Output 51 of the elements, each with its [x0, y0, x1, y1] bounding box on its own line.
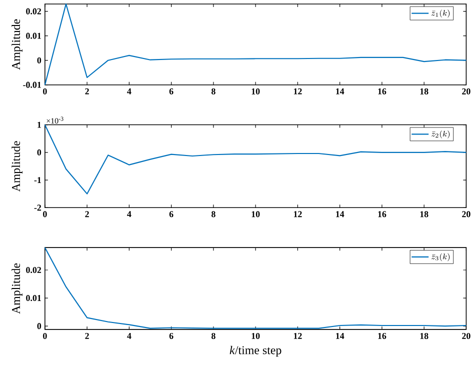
x-tick-label: 6	[169, 211, 174, 218]
x-tick-label: 18	[420, 210, 428, 218]
x-tick-label: 8	[212, 332, 216, 339]
x-tick-label: 14	[336, 332, 344, 339]
x-tick-label: 4	[127, 88, 132, 94]
x-tick-label: 16	[378, 88, 386, 94]
y-axis-title: Amplitude	[12, 140, 22, 192]
y-tick-label: 0.02	[26, 266, 42, 273]
x-tick-label: 4	[127, 210, 132, 217]
y-tick-label: 0.01	[26, 32, 41, 39]
y-tick-label: -2	[34, 204, 42, 210]
y-tick-label: 0.02	[26, 8, 42, 14]
y-tick-label: -0.01	[23, 82, 41, 88]
x-tick-label: 6	[169, 332, 174, 339]
x-tick-label: 0	[43, 332, 47, 339]
x-tick-label: 18	[420, 332, 428, 339]
x-tick-label: 14	[336, 210, 344, 217]
y-tick-label: 0.01	[26, 294, 41, 301]
x-tick-label: 20	[462, 88, 470, 94]
x-tick-label: 0	[43, 88, 47, 94]
x-tick-label: 2	[85, 332, 89, 339]
x-tick-label: 18	[420, 88, 428, 94]
x-tick-label: 20	[462, 210, 470, 218]
x-tick-label: 14	[336, 88, 344, 94]
x-tick-label: 20	[462, 332, 470, 339]
y-tick-label: 0	[37, 322, 42, 329]
y-tick-label: 1	[38, 122, 41, 128]
x-tick-label: 2	[85, 88, 89, 94]
x-axis-title: k/time step	[230, 346, 282, 356]
legend-label: $\bar{z}_3(k)$	[431, 253, 450, 262]
x-tick-label: 0	[43, 210, 47, 218]
x-tick-label: 10	[252, 210, 260, 218]
x-tick-label: 12	[294, 211, 302, 217]
x-tick-label: 10	[252, 332, 260, 339]
x-tick-label: 12	[294, 332, 302, 339]
x-tick-label: 2	[85, 211, 89, 217]
x-tick-label: 16	[378, 332, 386, 339]
x-tick-label: 16	[378, 211, 386, 218]
y-axis-title: Amplitude	[12, 263, 22, 314]
legend-label: $\bar{z}_1(k)$	[431, 9, 450, 18]
y-tick-label: 0	[37, 149, 42, 156]
x-tick-label: 8	[212, 88, 216, 94]
x-tick-label: 10	[252, 88, 260, 94]
y-axis-title: Amplitude	[12, 19, 22, 70]
x-tick-label: 6	[169, 88, 174, 94]
y-tick-label: -1	[34, 176, 41, 183]
x-tick-label: 12	[294, 88, 302, 94]
legend-label: $\bar{z}_2(k)$	[431, 130, 450, 138]
x-tick-label: 8	[212, 210, 216, 218]
x-tick-label: 4	[127, 332, 132, 339]
y-tick-label: 0	[37, 57, 42, 64]
